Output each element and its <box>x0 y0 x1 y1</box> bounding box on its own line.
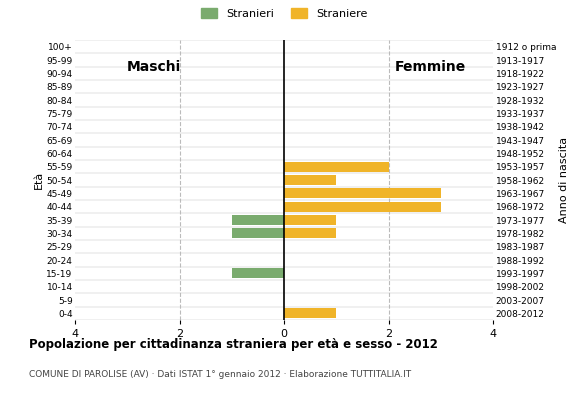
Bar <box>284 215 336 225</box>
Bar <box>232 215 284 225</box>
Bar <box>284 188 441 198</box>
Bar <box>284 308 336 318</box>
Legend: Stranieri, Straniere: Stranieri, Straniere <box>196 4 372 23</box>
Text: Femmine: Femmine <box>395 60 466 74</box>
Text: Maschi: Maschi <box>126 60 181 74</box>
Bar <box>284 175 336 185</box>
Bar <box>232 228 284 238</box>
Bar <box>284 228 336 238</box>
Text: Popolazione per cittadinanza straniera per età e sesso - 2012: Popolazione per cittadinanza straniera p… <box>29 338 438 351</box>
Bar <box>232 268 284 278</box>
Y-axis label: Anno di nascita: Anno di nascita <box>559 137 569 223</box>
Bar <box>284 162 389 172</box>
Y-axis label: Età: Età <box>34 171 44 189</box>
Bar <box>284 202 441 212</box>
Text: COMUNE DI PAROLISE (AV) · Dati ISTAT 1° gennaio 2012 · Elaborazione TUTTITALIA.I: COMUNE DI PAROLISE (AV) · Dati ISTAT 1° … <box>29 370 411 379</box>
